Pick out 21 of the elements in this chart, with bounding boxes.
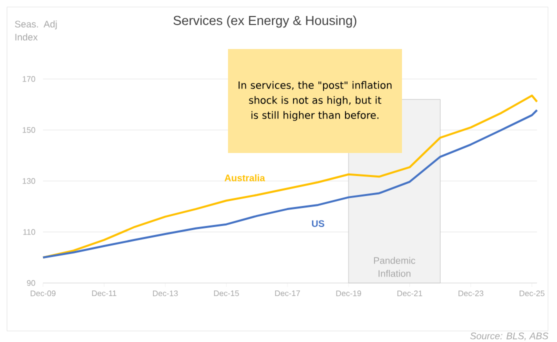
y-tick-label: 150 xyxy=(22,127,36,133)
annotation: In services, the "post" inflation shock is not as high, but it is still higher than before. xyxy=(238,81,392,121)
y-tick-label: 110 xyxy=(23,229,36,235)
x-tick-label: Dec-19 xyxy=(336,290,362,296)
x-tick-label: Dec-09 xyxy=(30,290,56,296)
source-note: Source: BLS, ABS xyxy=(470,332,548,340)
y-tick-label: 170 xyxy=(22,76,36,82)
y-axis-title: Seas. Adj Index xyxy=(14,20,57,41)
x-tick-label: Dec-17 xyxy=(275,290,300,296)
x-tick-label: Dec-21 xyxy=(397,290,422,296)
x-tick-label: Dec-23 xyxy=(458,290,484,296)
x-tick-label: Dec-15 xyxy=(214,290,239,296)
x-tick-label: Dec-13 xyxy=(152,290,178,296)
band-label: Pandemic Inflation xyxy=(374,256,416,277)
y-tick-label: 130 xyxy=(22,178,36,184)
x-tick-label: Dec-25 xyxy=(520,290,544,296)
y-tick-label: 90 xyxy=(26,280,36,286)
series-label: US xyxy=(312,220,324,227)
x-tick-label: Dec-11 xyxy=(92,290,116,296)
chart-title: Services (ex Energy & Housing) xyxy=(173,16,356,28)
series-label: Australia xyxy=(224,174,266,182)
